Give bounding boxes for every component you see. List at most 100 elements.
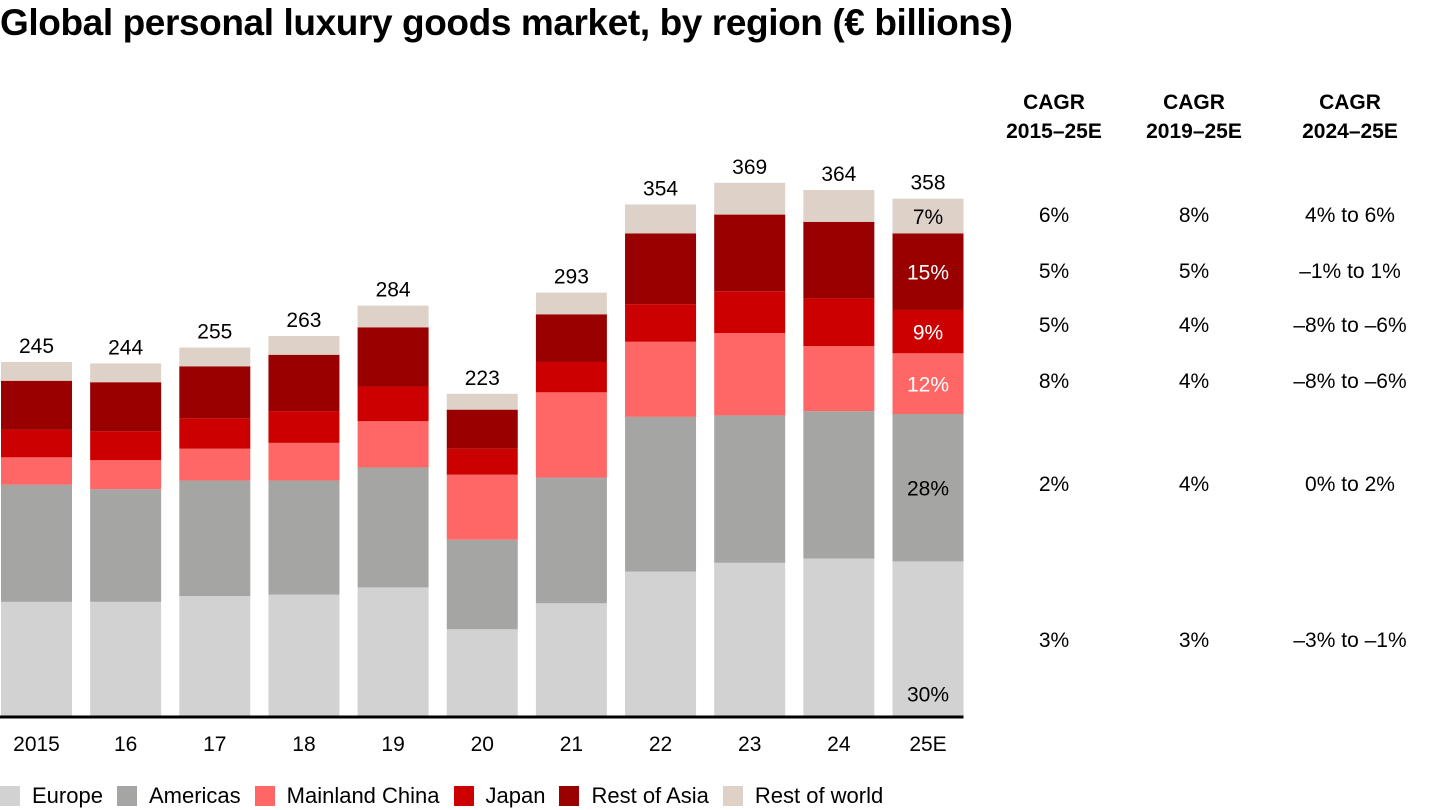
cagr-cell-japan: 4% xyxy=(1178,314,1210,337)
bar-segment-rest-of-world xyxy=(892,198,964,234)
bar-segment-rest-of-world xyxy=(90,363,162,383)
bar-total-label: 354 xyxy=(643,177,678,200)
cagr-cell-rest-of-asia: 5% xyxy=(1038,260,1070,283)
share-label-rest-of-asia: 15% xyxy=(907,262,949,285)
legend-item-europe: Europe xyxy=(0,783,103,809)
legend-swatch xyxy=(559,786,580,806)
cagr-cell-americas: 2% xyxy=(1038,473,1070,496)
x-tick-label: 18 xyxy=(292,733,315,756)
bar-segment-americas xyxy=(1,484,72,602)
cagr-cell-rest-of-world: 6% xyxy=(1038,204,1070,227)
bar-total-label: 369 xyxy=(732,156,767,179)
bar-segment-rest-of-asia xyxy=(268,354,340,412)
bar-segment-americas xyxy=(714,415,786,563)
bar-segment-japan xyxy=(1,429,72,458)
legend-item-japan: Japan xyxy=(453,783,546,809)
bar-segment-europe xyxy=(803,558,875,716)
cagr-header-line2: 2024–25E xyxy=(1302,120,1398,143)
bar-segment-americas xyxy=(357,467,429,588)
bar-segment-europe xyxy=(535,603,607,716)
legend-swatch xyxy=(453,786,474,806)
cagr-cell-rest-of-world: 4% to 6% xyxy=(1305,204,1395,227)
bar-segment-europe xyxy=(357,587,429,716)
legend-item-rest-of-world: Rest of world xyxy=(722,783,884,809)
bar-segment-mainland-china xyxy=(535,392,607,478)
bar-segment-rest-of-world xyxy=(179,347,251,367)
bar-total-label: 244 xyxy=(108,336,143,359)
cagr-header-2024-25e: CAGR 2024–25E xyxy=(1275,88,1425,146)
bar-total-label: 364 xyxy=(821,163,856,186)
cagr-cell-rest-of-asia: –1% to 1% xyxy=(1299,260,1401,283)
cagr-cell-mainland-china: –8% to –6% xyxy=(1293,370,1407,393)
cagr-cell-japan: –8% to –6% xyxy=(1293,314,1407,337)
bar-segment-mainland-china xyxy=(1,457,72,485)
share-label-mainland-china: 12% xyxy=(907,374,949,397)
legend-item-americas: Americas xyxy=(116,783,241,809)
legend-swatch xyxy=(722,786,743,806)
bar-segment-americas xyxy=(268,480,340,595)
bar-segment-rest-of-asia xyxy=(625,233,697,305)
x-tick-label: 16 xyxy=(114,733,137,756)
bar-segment-europe xyxy=(268,594,340,716)
bar-segment-europe xyxy=(714,562,786,716)
legend-label: Americas xyxy=(148,783,241,808)
chart-legend: Europe Americas Mainland China Japan Res… xyxy=(0,782,897,810)
bar-segment-rest-of-world xyxy=(714,182,786,215)
cagr-cell-americas: 4% xyxy=(1178,473,1210,496)
bar-segment-americas xyxy=(179,480,251,597)
cagr-cell-europe: 3% xyxy=(1178,629,1210,652)
bar-segment-rest-of-asia xyxy=(714,214,786,292)
bar-segment-mainland-china xyxy=(714,333,786,416)
bar-segment-japan xyxy=(714,291,786,334)
bar-segment-rest-of-asia xyxy=(1,380,72,430)
cagr-cell-rest-of-world: 8% xyxy=(1178,204,1210,227)
bar-segment-rest-of-asia xyxy=(179,366,251,419)
bar-segment-rest-of-world xyxy=(1,361,72,381)
bar-segment-mainland-china xyxy=(446,474,518,540)
bar-segment-americas xyxy=(446,539,518,630)
cagr-header-line1: CAGR xyxy=(1023,91,1085,114)
cagr-header-2019-25e: CAGR 2019–25E xyxy=(1119,88,1269,146)
legend-label: Europe xyxy=(32,783,103,808)
bar-segment-japan xyxy=(179,418,251,449)
bar-segment-europe xyxy=(1,601,72,716)
bar-segment-americas xyxy=(90,489,162,602)
x-tick-label: 24 xyxy=(827,733,851,756)
bar-segment-mainland-china xyxy=(803,346,875,412)
cagr-cell-rest-of-asia: 5% xyxy=(1178,260,1210,283)
bar-total-label: 263 xyxy=(286,309,321,332)
bar-segment-rest-of-asia xyxy=(446,409,518,449)
bar-segment-rest-of-asia xyxy=(357,327,429,387)
x-tick-label: 20 xyxy=(471,733,494,756)
bar-segment-mainland-china xyxy=(268,442,340,481)
share-label-japan: 9% xyxy=(913,322,943,345)
legend-label: Rest of world xyxy=(754,783,884,808)
legend-item-rest-of-asia: Rest of Asia xyxy=(559,783,709,809)
cagr-header-line1: CAGR xyxy=(1163,91,1225,114)
cagr-header-line1: CAGR xyxy=(1319,91,1381,114)
bar-segment-japan xyxy=(803,298,875,347)
x-tick-label: 21 xyxy=(560,733,583,756)
bar-total-label: 284 xyxy=(376,279,411,302)
cagr-cell-mainland-china: 8% xyxy=(1038,370,1070,393)
bar-segment-rest-of-world xyxy=(357,305,429,328)
legend-label: Mainland China xyxy=(286,783,440,808)
bar-segment-americas xyxy=(535,477,607,604)
legend-label: Japan xyxy=(485,783,546,808)
bar-segment-europe xyxy=(625,571,697,716)
bar-segment-rest-of-world xyxy=(268,335,340,355)
bar-segment-europe xyxy=(446,629,518,716)
bar-segment-mainland-china xyxy=(90,460,162,490)
bar-segment-japan xyxy=(268,411,340,443)
bar-segment-mainland-china xyxy=(179,448,251,481)
bar-segment-rest-of-world xyxy=(803,190,875,222)
bar-segment-mainland-china xyxy=(357,421,429,468)
bar-segment-mainland-china xyxy=(625,341,697,417)
bar-segment-rest-of-asia xyxy=(535,314,607,362)
bar-segment-rest-of-world xyxy=(625,204,697,234)
bar-segment-japan xyxy=(357,386,429,422)
legend-swatch xyxy=(254,786,275,806)
bar-segment-europe xyxy=(892,561,964,716)
cagr-header-line2: 2015–25E xyxy=(1006,120,1102,143)
bar-total-label: 223 xyxy=(465,367,500,390)
